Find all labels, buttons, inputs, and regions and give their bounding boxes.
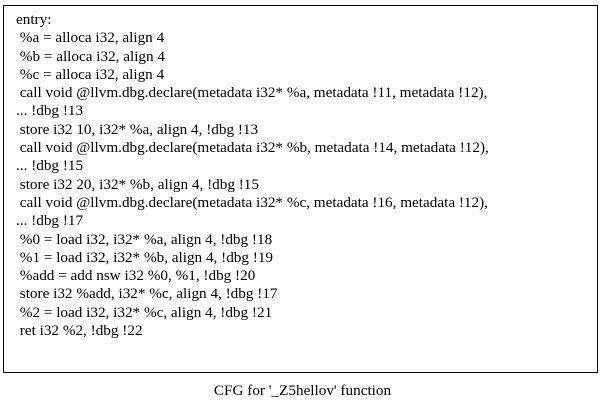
node-line-dbg-declare-a: call void @llvm.dbg.declare(metadata i32… <box>16 84 488 102</box>
graph-caption: CFG for '_Z5hellov' function <box>213 382 392 399</box>
node-line-dbg-declare-b: call void @llvm.dbg.declare(metadata i32… <box>16 139 489 157</box>
node-line-dbg-declare-c: call void @llvm.dbg.declare(metadata i32… <box>16 193 488 211</box>
node-line-dbg-declare-c-cont: ... !dbg !17 <box>16 212 84 230</box>
node-line-ret: ret i32 %2, !dbg !22 <box>16 322 143 340</box>
node-line-dbg-declare-a-cont: ... !dbg !13 <box>16 102 84 120</box>
node-line-dbg-declare-b-cont: ... !dbg !15 <box>16 157 84 175</box>
node-line-add: %add = add nsw i32 %0, %1, !dbg !20 <box>16 267 256 285</box>
node-line-store-a: store i32 10, i32* %a, align 4, !dbg !13 <box>16 120 259 138</box>
node-line-load-1: %1 = load i32, i32* %b, align 4, !dbg !1… <box>16 248 274 266</box>
node-line-load-0: %0 = load i32, i32* %a, align 4, !dbg !1… <box>16 230 273 248</box>
node-line-store-add: store i32 %add, i32* %c, align 4, !dbg !… <box>16 285 278 303</box>
node-line-alloca-c: %c = alloca i32, align 4 <box>16 65 165 83</box>
node-line-load-2: %2 = load i32, i32* %c, align 4, !dbg !2… <box>16 303 273 321</box>
node-line-store-b: store i32 20, i32* %b, align 4, !dbg !15 <box>16 175 259 193</box>
node-line-label: entry: <box>16 11 52 28</box>
node-line-alloca-b: %b = alloca i32, align 4 <box>16 47 166 65</box>
node-line-alloca-a: %a = alloca i32, align 4 <box>16 29 165 47</box>
cfg-node-entry: entry: %a = alloca i32, align 4 %b = all… <box>3 5 598 373</box>
